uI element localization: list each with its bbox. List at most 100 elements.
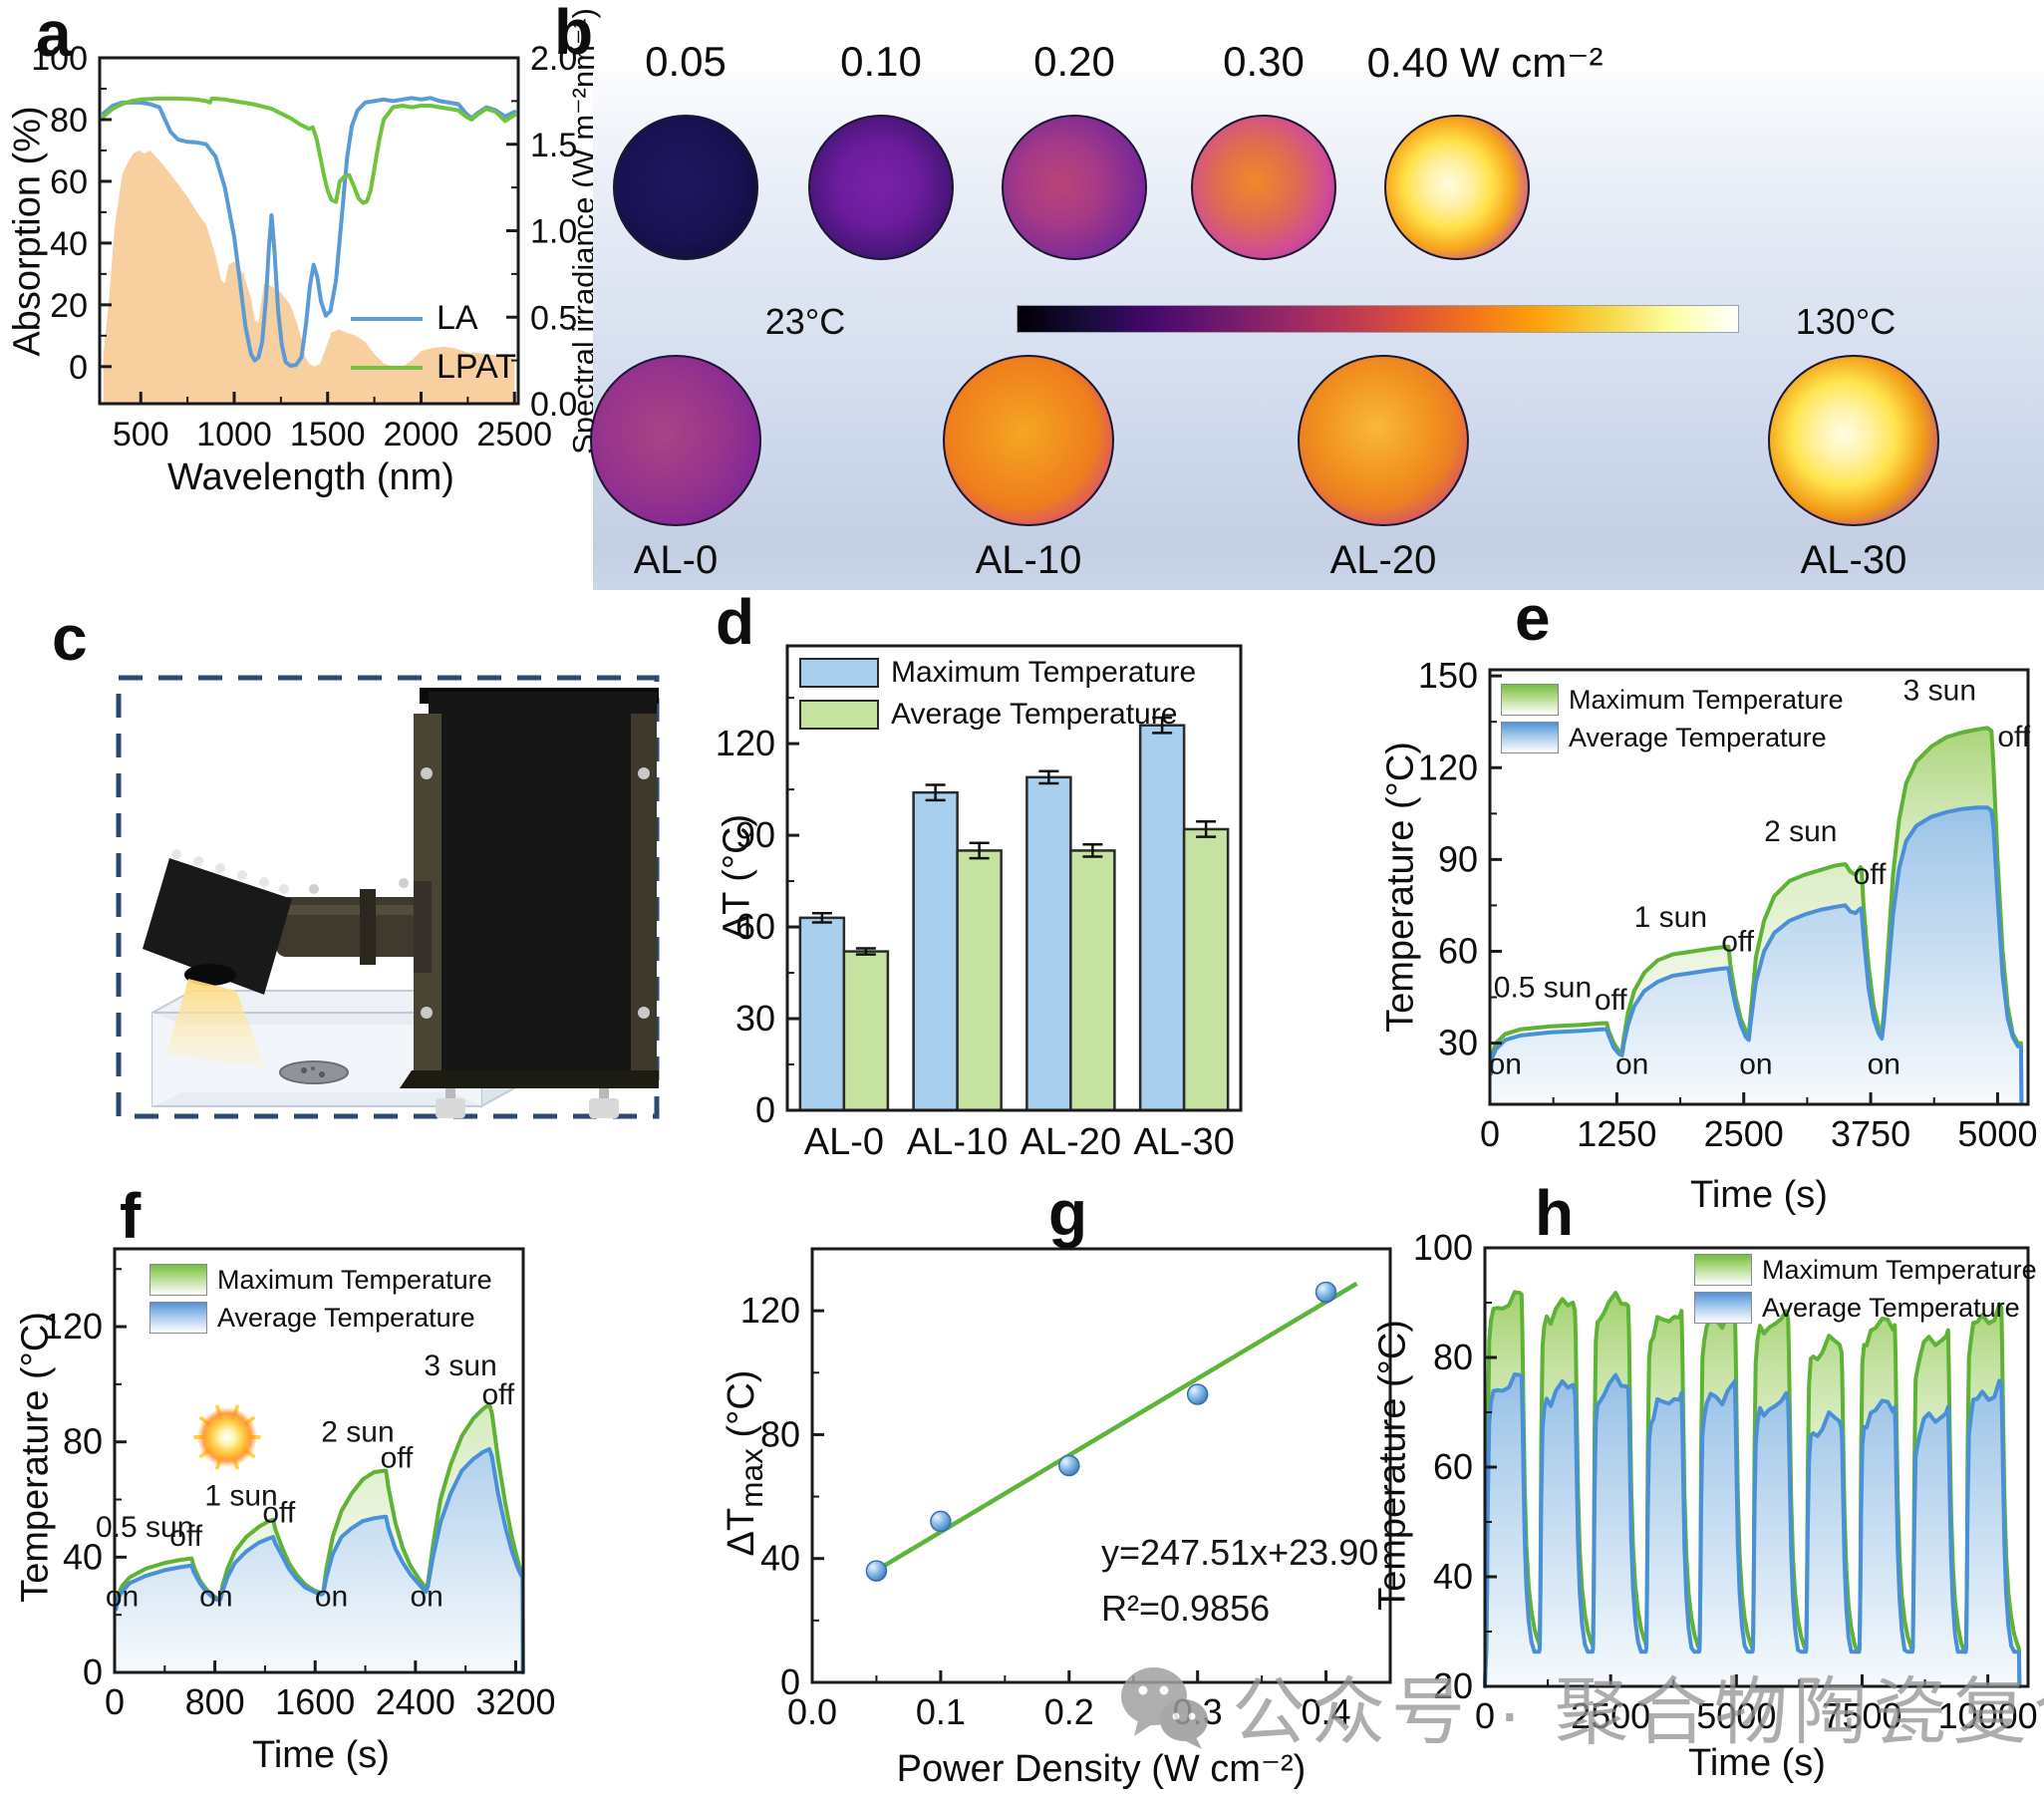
svg-text:1 sun: 1 sun bbox=[1634, 901, 1707, 934]
h-legend-label: Average Temperature bbox=[1762, 1292, 2020, 1323]
svg-text:2500: 2500 bbox=[1704, 1113, 1784, 1154]
svg-text:120: 120 bbox=[740, 1290, 800, 1331]
h-y-axis-title: Temperature (°C) bbox=[1371, 1320, 1414, 1611]
e-legend: Maximum Temperature Average Temperature bbox=[1501, 684, 1844, 753]
svg-text:5000: 5000 bbox=[1696, 1695, 1776, 1736]
g-y-axis-title: ΔTmax (°C) bbox=[721, 1369, 769, 1557]
h-legend-item-max: Maximum Temperature bbox=[1694, 1254, 2037, 1286]
svg-text:150: 150 bbox=[1418, 655, 1478, 696]
e-legend-item-max: Maximum Temperature bbox=[1501, 684, 1844, 716]
f-x-axis-title: Time (s) bbox=[252, 1734, 390, 1776]
h-legend-item-avg: Average Temperature bbox=[1694, 1292, 2037, 1324]
svg-text:2500: 2500 bbox=[476, 416, 552, 453]
avg-temp-gradient-swatch bbox=[149, 1302, 207, 1334]
lamp-head bbox=[143, 849, 292, 995]
svg-text:2000: 2000 bbox=[384, 416, 459, 453]
svg-text:1250: 1250 bbox=[1577, 1113, 1656, 1154]
svg-text:3 sun: 3 sun bbox=[1903, 675, 1976, 708]
d-legend-label: Maximum Temperature bbox=[891, 656, 1197, 689]
d-legend-item-max: Maximum Temperature bbox=[799, 656, 1196, 690]
svg-text:60: 60 bbox=[735, 906, 775, 947]
sample-label: AL-30 bbox=[1800, 538, 1907, 582]
panel-label-b: b bbox=[554, 0, 594, 68]
svg-text:0: 0 bbox=[69, 349, 88, 387]
panel-label-a: a bbox=[36, 0, 72, 70]
svg-text:80: 80 bbox=[50, 102, 88, 140]
f-legend-item-max: Maximum Temperature bbox=[149, 1264, 492, 1296]
svg-text:2 sun: 2 sun bbox=[1764, 815, 1837, 848]
a-legend-label: LPAT bbox=[437, 348, 516, 386]
svg-text:3 sun: 3 sun bbox=[424, 1349, 496, 1382]
svg-text:on: on bbox=[1739, 1048, 1772, 1080]
panel-label-h: h bbox=[1535, 1177, 1575, 1249]
svg-text:3200: 3200 bbox=[475, 1681, 555, 1722]
svg-text:90: 90 bbox=[1438, 838, 1478, 879]
svg-text:1.5: 1.5 bbox=[530, 127, 577, 164]
e-legend-label: Average Temperature bbox=[1569, 722, 1827, 752]
svg-text:1600: 1600 bbox=[275, 1681, 355, 1722]
panel-label-d: d bbox=[716, 586, 755, 658]
lpat-line-swatch bbox=[351, 365, 423, 370]
watermark-text: 公众号 · 聚合物陶瓷复合电解质 bbox=[1232, 1670, 2044, 1753]
svg-text:1 sun: 1 sun bbox=[204, 1479, 277, 1512]
chart-g: 0.00.10.20.30.404080120y=247.51x+23.90R²… bbox=[740, 1247, 1392, 1732]
svg-text:10000: 10000 bbox=[1938, 1695, 2038, 1736]
svg-text:80: 80 bbox=[1433, 1337, 1473, 1377]
la-line-swatch bbox=[351, 316, 423, 321]
svg-text:2400: 2400 bbox=[376, 1681, 455, 1722]
h-x-axis-title: Time (s) bbox=[1688, 1742, 1826, 1784]
panel-label-f: f bbox=[120, 1180, 142, 1252]
max-temp-gradient-swatch bbox=[1501, 684, 1559, 716]
svg-text:30: 30 bbox=[1438, 1023, 1478, 1063]
panel-label-e: e bbox=[1515, 582, 1551, 654]
svg-text:0: 0 bbox=[83, 1651, 103, 1692]
svg-text:0.5 sun: 0.5 sun bbox=[96, 1511, 193, 1544]
svg-text:off: off bbox=[1997, 721, 2030, 753]
svg-text:0.1: 0.1 bbox=[916, 1691, 966, 1732]
e-y-axis-title: Temperature (°C) bbox=[1379, 742, 1422, 1033]
svg-text:7500: 7500 bbox=[1822, 1695, 1901, 1736]
chart-a: 500 1000 1500 2000 2500 0 20 40 60 80 100 0.0 0.5 1.0… bbox=[31, 40, 577, 453]
svg-text:40: 40 bbox=[1433, 1556, 1473, 1597]
f-legend-label: Maximum Temperature bbox=[217, 1264, 492, 1295]
colorbar-max-label: 130°C bbox=[1795, 301, 1897, 342]
thermal-disc-power-0.05 bbox=[613, 115, 758, 260]
a-x-axis-title: Wavelength (nm) bbox=[167, 456, 454, 498]
svg-text:2 sun: 2 sun bbox=[321, 1416, 394, 1449]
svg-text:on: on bbox=[199, 1581, 232, 1614]
thermal-disc-power-0.10 bbox=[808, 115, 954, 260]
svg-text:0: 0 bbox=[755, 1089, 775, 1130]
svg-text:2500: 2500 bbox=[1571, 1695, 1650, 1736]
panel-label-g: g bbox=[1048, 1177, 1088, 1249]
d-legend: Maximum Temperature Average Temperature bbox=[799, 656, 1196, 732]
svg-text:800: 800 bbox=[185, 1681, 245, 1722]
svg-text:off: off bbox=[1595, 984, 1627, 1017]
svg-text:100: 100 bbox=[1413, 1227, 1473, 1268]
d-y-axis-title: ΔT (°C) bbox=[716, 813, 758, 941]
temperature-colorbar bbox=[1017, 305, 1739, 333]
svg-text:80: 80 bbox=[760, 1413, 800, 1454]
f-legend-item-avg: Average Temperature bbox=[149, 1302, 492, 1334]
sample-label: AL-20 bbox=[1329, 538, 1437, 582]
d-legend-label: Average Temperature bbox=[891, 698, 1178, 731]
sample-disc bbox=[279, 1060, 349, 1084]
e-legend-label: Maximum Temperature bbox=[1569, 684, 1844, 715]
svg-text:20: 20 bbox=[1433, 1665, 1473, 1706]
svg-text:on: on bbox=[315, 1581, 348, 1614]
svg-text:120: 120 bbox=[716, 723, 775, 763]
svg-text:0.4: 0.4 bbox=[1302, 1691, 1351, 1732]
e-x-axis-title: Time (s) bbox=[1690, 1174, 1828, 1216]
svg-text:1000: 1000 bbox=[196, 416, 272, 453]
thermal-disc-power-0.40 bbox=[1384, 115, 1530, 260]
svg-text:120: 120 bbox=[1418, 747, 1478, 787]
sun-icon bbox=[193, 1404, 261, 1470]
svg-text:AL-20: AL-20 bbox=[1021, 1121, 1121, 1163]
svg-text:0.5 sun: 0.5 sun bbox=[1494, 972, 1592, 1005]
svg-text:60: 60 bbox=[1433, 1446, 1473, 1487]
svg-text:0.5: 0.5 bbox=[530, 299, 577, 337]
thermal-disc-power-0.20 bbox=[1002, 115, 1147, 260]
f-y-axis-title: Temperature (°C) bbox=[14, 1312, 57, 1603]
svg-text:off: off bbox=[381, 1442, 414, 1475]
svg-text:AL-10: AL-10 bbox=[907, 1121, 1008, 1163]
